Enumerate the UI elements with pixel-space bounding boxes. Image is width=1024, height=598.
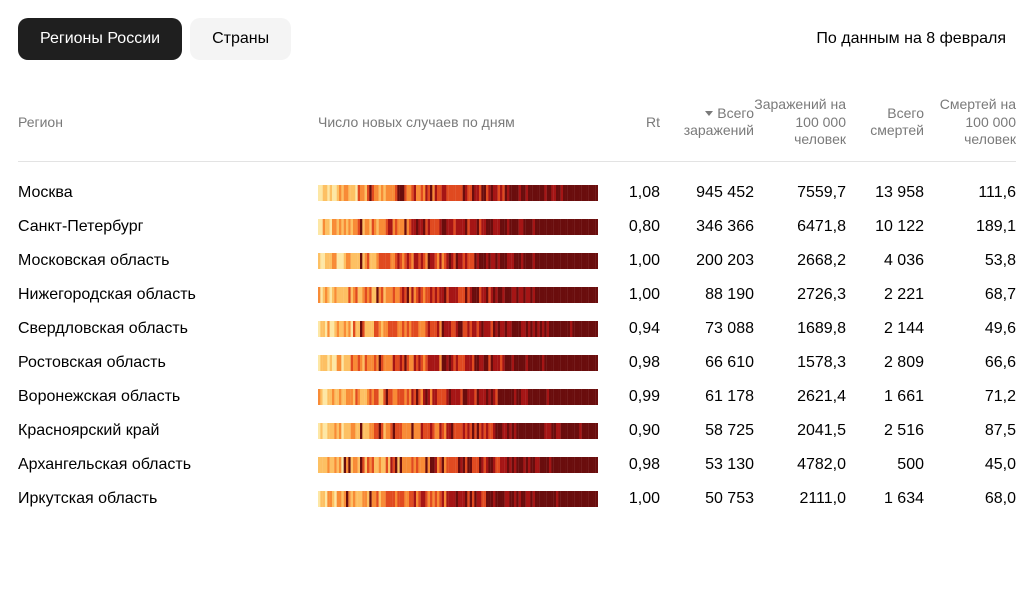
sort-desc-icon <box>705 111 713 116</box>
deaths-per-100k-value: 68,0 <box>924 482 1016 516</box>
total-cases-value: 73 088 <box>660 312 754 346</box>
deaths-per-100k-value: 68,7 <box>924 278 1016 312</box>
deaths-per-100k-value: 66,6 <box>924 346 1016 380</box>
stats-table: Регион Число новых случаев по дням Rt Вс… <box>18 96 1006 516</box>
deaths-per-100k-value: 49,6 <box>924 312 1016 346</box>
col-header-total-cases[interactable]: Всего заражений <box>660 105 754 152</box>
region-name[interactable]: Нижегородская область <box>18 278 318 312</box>
cases-per-100k-value: 2041,5 <box>754 414 846 448</box>
total-deaths-value: 2 221 <box>846 278 924 312</box>
header-divider <box>18 161 1016 162</box>
rt-value: 0,94 <box>598 312 660 346</box>
total-cases-value: 945 452 <box>660 176 754 210</box>
rt-value: 0,98 <box>598 346 660 380</box>
region-name[interactable]: Воронежская область <box>18 380 318 414</box>
total-deaths-value: 2 809 <box>846 346 924 380</box>
rt-value: 1,00 <box>598 482 660 516</box>
cases-per-100k-value: 2726,3 <box>754 278 846 312</box>
daily-cases-stripe <box>318 279 598 311</box>
total-deaths-value: 2 516 <box>846 414 924 448</box>
region-name[interactable]: Москва <box>18 176 318 210</box>
deaths-per-100k-value: 111,6 <box>924 176 1016 210</box>
cases-per-100k-value: 1578,3 <box>754 346 846 380</box>
region-name[interactable]: Красноярский край <box>18 414 318 448</box>
daily-cases-stripe <box>318 211 598 243</box>
rt-value: 0,98 <box>598 448 660 482</box>
deaths-per-100k-value: 53,8 <box>924 244 1016 278</box>
rt-value: 1,08 <box>598 176 660 210</box>
region-name[interactable]: Московская область <box>18 244 318 278</box>
col-header-cases-per-100k[interactable]: Заражений на 100 000 человек <box>754 96 846 161</box>
total-cases-value: 66 610 <box>660 346 754 380</box>
tab-countries[interactable]: Страны <box>190 18 291 60</box>
deaths-per-100k-value: 71,2 <box>924 380 1016 414</box>
total-cases-value: 88 190 <box>660 278 754 312</box>
cases-per-100k-value: 2668,2 <box>754 244 846 278</box>
rt-value: 1,00 <box>598 278 660 312</box>
top-bar: Регионы России Страны По данным на 8 фев… <box>18 18 1006 60</box>
total-deaths-value: 10 122 <box>846 210 924 244</box>
total-deaths-value: 4 036 <box>846 244 924 278</box>
deaths-per-100k-value: 45,0 <box>924 448 1016 482</box>
region-name[interactable]: Санкт-Петербург <box>18 210 318 244</box>
col-header-rt[interactable]: Rt <box>598 114 660 144</box>
col-header-total-cases-label: Всего заражений <box>684 105 754 139</box>
total-cases-value: 61 178 <box>660 380 754 414</box>
daily-cases-stripe <box>318 245 598 277</box>
daily-cases-stripe <box>318 483 598 515</box>
daily-cases-stripe <box>318 381 598 413</box>
total-deaths-value: 13 958 <box>846 176 924 210</box>
total-cases-value: 200 203 <box>660 244 754 278</box>
total-cases-value: 53 130 <box>660 448 754 482</box>
total-deaths-value: 500 <box>846 448 924 482</box>
cases-per-100k-value: 1689,8 <box>754 312 846 346</box>
region-name[interactable]: Архангельская область <box>18 448 318 482</box>
rt-value: 1,00 <box>598 244 660 278</box>
total-cases-value: 50 753 <box>660 482 754 516</box>
rt-value: 0,90 <box>598 414 660 448</box>
daily-cases-stripe <box>318 415 598 447</box>
cases-per-100k-value: 7559,7 <box>754 176 846 210</box>
tab-regions[interactable]: Регионы России <box>18 18 182 60</box>
total-cases-value: 346 366 <box>660 210 754 244</box>
tabs: Регионы России Страны <box>18 18 291 60</box>
total-deaths-value: 1 634 <box>846 482 924 516</box>
col-header-deaths-per-100k[interactable]: Смертей на 100 000 человек <box>924 96 1016 161</box>
daily-cases-stripe <box>318 177 598 209</box>
total-deaths-value: 2 144 <box>846 312 924 346</box>
daily-cases-stripe <box>318 313 598 345</box>
region-name[interactable]: Иркутская область <box>18 482 318 516</box>
col-header-stripe: Число новых случаев по дням <box>318 114 598 144</box>
col-header-region[interactable]: Регион <box>18 114 318 144</box>
cases-per-100k-value: 4782,0 <box>754 448 846 482</box>
region-name[interactable]: Свердловская область <box>18 312 318 346</box>
daily-cases-stripe <box>318 347 598 379</box>
cases-per-100k-value: 2621,4 <box>754 380 846 414</box>
cases-per-100k-value: 2111,0 <box>754 482 846 516</box>
asof-text: По данным на 8 февраля <box>816 30 1006 48</box>
col-header-total-deaths[interactable]: Всего смертей <box>846 105 924 152</box>
total-deaths-value: 1 661 <box>846 380 924 414</box>
rt-value: 0,80 <box>598 210 660 244</box>
daily-cases-stripe <box>318 449 598 481</box>
cases-per-100k-value: 6471,8 <box>754 210 846 244</box>
deaths-per-100k-value: 87,5 <box>924 414 1016 448</box>
rt-value: 0,99 <box>598 380 660 414</box>
total-cases-value: 58 725 <box>660 414 754 448</box>
region-name[interactable]: Ростовская область <box>18 346 318 380</box>
deaths-per-100k-value: 189,1 <box>924 210 1016 244</box>
